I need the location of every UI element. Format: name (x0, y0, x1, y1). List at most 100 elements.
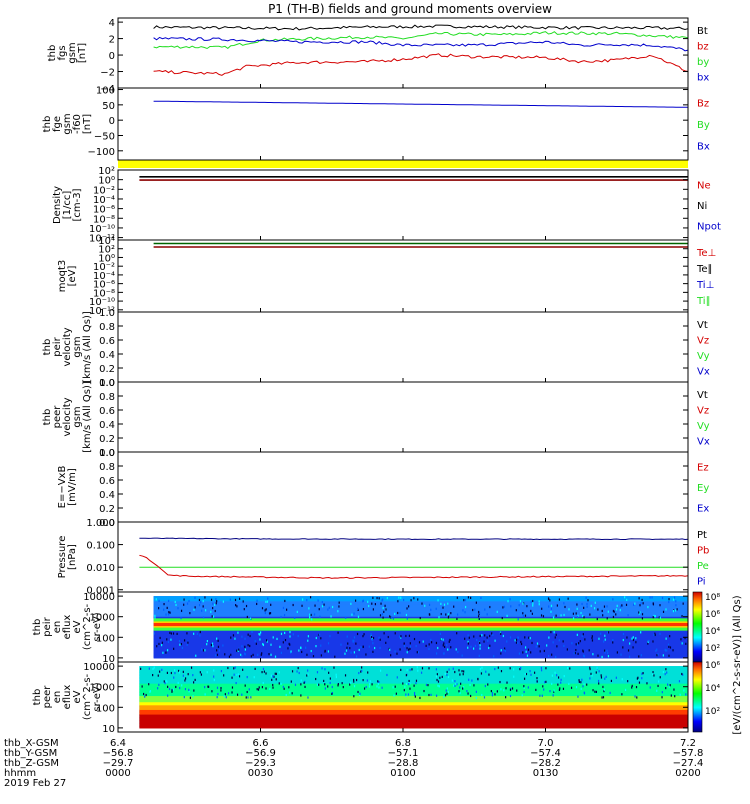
spectrogram-speck (338, 605, 340, 608)
y-tick-label: 1.0 (99, 448, 115, 459)
spectrogram-speck (246, 615, 248, 619)
spectrogram-speck (583, 683, 585, 686)
spectrogram-speck (363, 633, 365, 636)
y-tick-label: 10000 (83, 662, 115, 673)
spectrogram-speck (255, 642, 257, 645)
spectrogram-speck (499, 680, 501, 684)
spectrogram-speck (282, 606, 285, 610)
spectrogram-speck (163, 680, 165, 683)
spectrogram-speck (170, 671, 172, 675)
spectrogram-band (153, 650, 688, 653)
spectrogram-speck (639, 611, 641, 614)
spectrogram-speck (553, 689, 555, 692)
y-axis-label: thb (47, 45, 58, 62)
spectrogram-speck (168, 599, 170, 602)
spectrogram-speck (244, 645, 246, 648)
spectrogram-band (139, 717, 688, 720)
spectrogram-speck (563, 675, 565, 678)
spectrogram-speck (309, 616, 311, 619)
spectrogram-speck (506, 681, 508, 684)
spectrogram-speck (678, 680, 681, 683)
x-tick-label: −28.8 (388, 758, 419, 769)
spectrogram-speck (655, 649, 657, 652)
spectrogram-band (139, 680, 688, 683)
spectrogram-speck (265, 608, 267, 611)
spectrogram-speck (437, 599, 439, 602)
spectrogram-speck (615, 613, 617, 616)
spectrogram-speck (327, 642, 330, 645)
spectrogram-speck (461, 670, 463, 673)
y-tick-label: 0.6 (99, 406, 115, 417)
spectrogram-speck (372, 636, 375, 640)
spectrogram-speck (647, 642, 649, 645)
spectrogram-speck (417, 651, 420, 654)
spectrogram-speck (413, 684, 415, 687)
legend-entry: Vt (697, 320, 708, 331)
spectrogram-speck (301, 598, 304, 601)
spectrogram-speck (204, 693, 206, 696)
spectrogram-speck (157, 674, 159, 677)
spectrogram-speck (409, 668, 411, 672)
spectrogram-speck (458, 690, 460, 693)
colorbar: 10⁸ 10⁶ 10⁴ 10² 10⁶ 10⁴ 10² [eV/(cm^2-s-sr-eV)]… (692, 591, 743, 735)
spectrogram-speck (556, 604, 558, 607)
spectrogram-speck (632, 636, 634, 639)
spectrogram-speck (672, 609, 675, 613)
spectrogram-speck (590, 672, 592, 675)
spectrogram-band (139, 690, 688, 693)
spectrogram-speck (304, 680, 306, 684)
spectrogram-band (139, 689, 688, 692)
y-axis-label: thb (42, 116, 53, 133)
figure-title: P1 (TH-B) fields and ground moments over… (268, 2, 552, 16)
spectrogram-speck (685, 693, 687, 696)
spectrogram-speck (309, 613, 311, 616)
spectrogram-speck (358, 671, 360, 675)
spectrogram-speck (560, 681, 562, 684)
spectrogram-speck (467, 642, 469, 645)
spectrogram-speck (634, 695, 636, 698)
spectrogram-speck (264, 609, 266, 612)
spectrogram-speck (274, 655, 277, 658)
spectrogram-speck (183, 696, 185, 699)
spectrogram-speck (366, 679, 369, 682)
spectrogram-speck (652, 672, 654, 676)
spectrogram-speck (515, 609, 517, 612)
spectrogram-speck (238, 648, 240, 651)
spectrogram-band (153, 639, 688, 642)
spectrogram-speck (183, 603, 185, 606)
spectrogram-speck (296, 610, 298, 614)
spectrogram-speck (216, 600, 218, 603)
spectrogram-speck (380, 602, 382, 605)
spectrogram-speck (523, 677, 526, 680)
spectrogram-speck (545, 667, 547, 670)
y-tick-label: 0.0 (99, 518, 115, 529)
spectrogram-speck (245, 696, 247, 699)
spectrogram-speck (524, 614, 527, 617)
spectrogram-speck (158, 683, 160, 686)
spectrogram-speck (230, 636, 232, 639)
spectrogram-speck (513, 675, 515, 678)
spectrogram-speck (460, 682, 462, 685)
spectrogram-speck (193, 608, 195, 611)
y-tick-label: 0.100 (86, 541, 115, 552)
spectrogram-speck (247, 633, 249, 636)
spectrogram-speck (669, 646, 672, 649)
spectrogram-speck (253, 676, 255, 679)
x-tick-label: −56.9 (245, 748, 276, 759)
spectrogram-speck (557, 676, 560, 679)
spectrogram-speck (217, 645, 220, 648)
spectrogram-speck (321, 600, 323, 604)
spectrogram-speck (242, 600, 244, 603)
spectrogram-speck (337, 683, 339, 686)
spectrogram-speck (450, 612, 452, 615)
spectrogram-speck (552, 641, 554, 644)
spectrogram-speck (320, 644, 322, 647)
spectrogram-speck (491, 692, 494, 695)
spectrogram-speck (211, 615, 213, 618)
spectrogram-speck (523, 690, 525, 694)
spectrogram-speck (562, 687, 565, 690)
spectrogram-speck (639, 604, 641, 607)
spectrogram-speck (179, 643, 181, 646)
y-tick-label: 10⁻¹⁰ (89, 297, 115, 308)
spectrogram-speck (548, 597, 550, 601)
